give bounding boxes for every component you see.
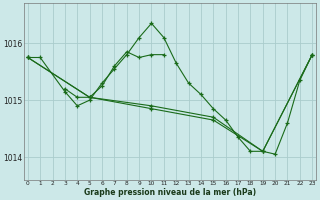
- X-axis label: Graphe pression niveau de la mer (hPa): Graphe pression niveau de la mer (hPa): [84, 188, 256, 197]
